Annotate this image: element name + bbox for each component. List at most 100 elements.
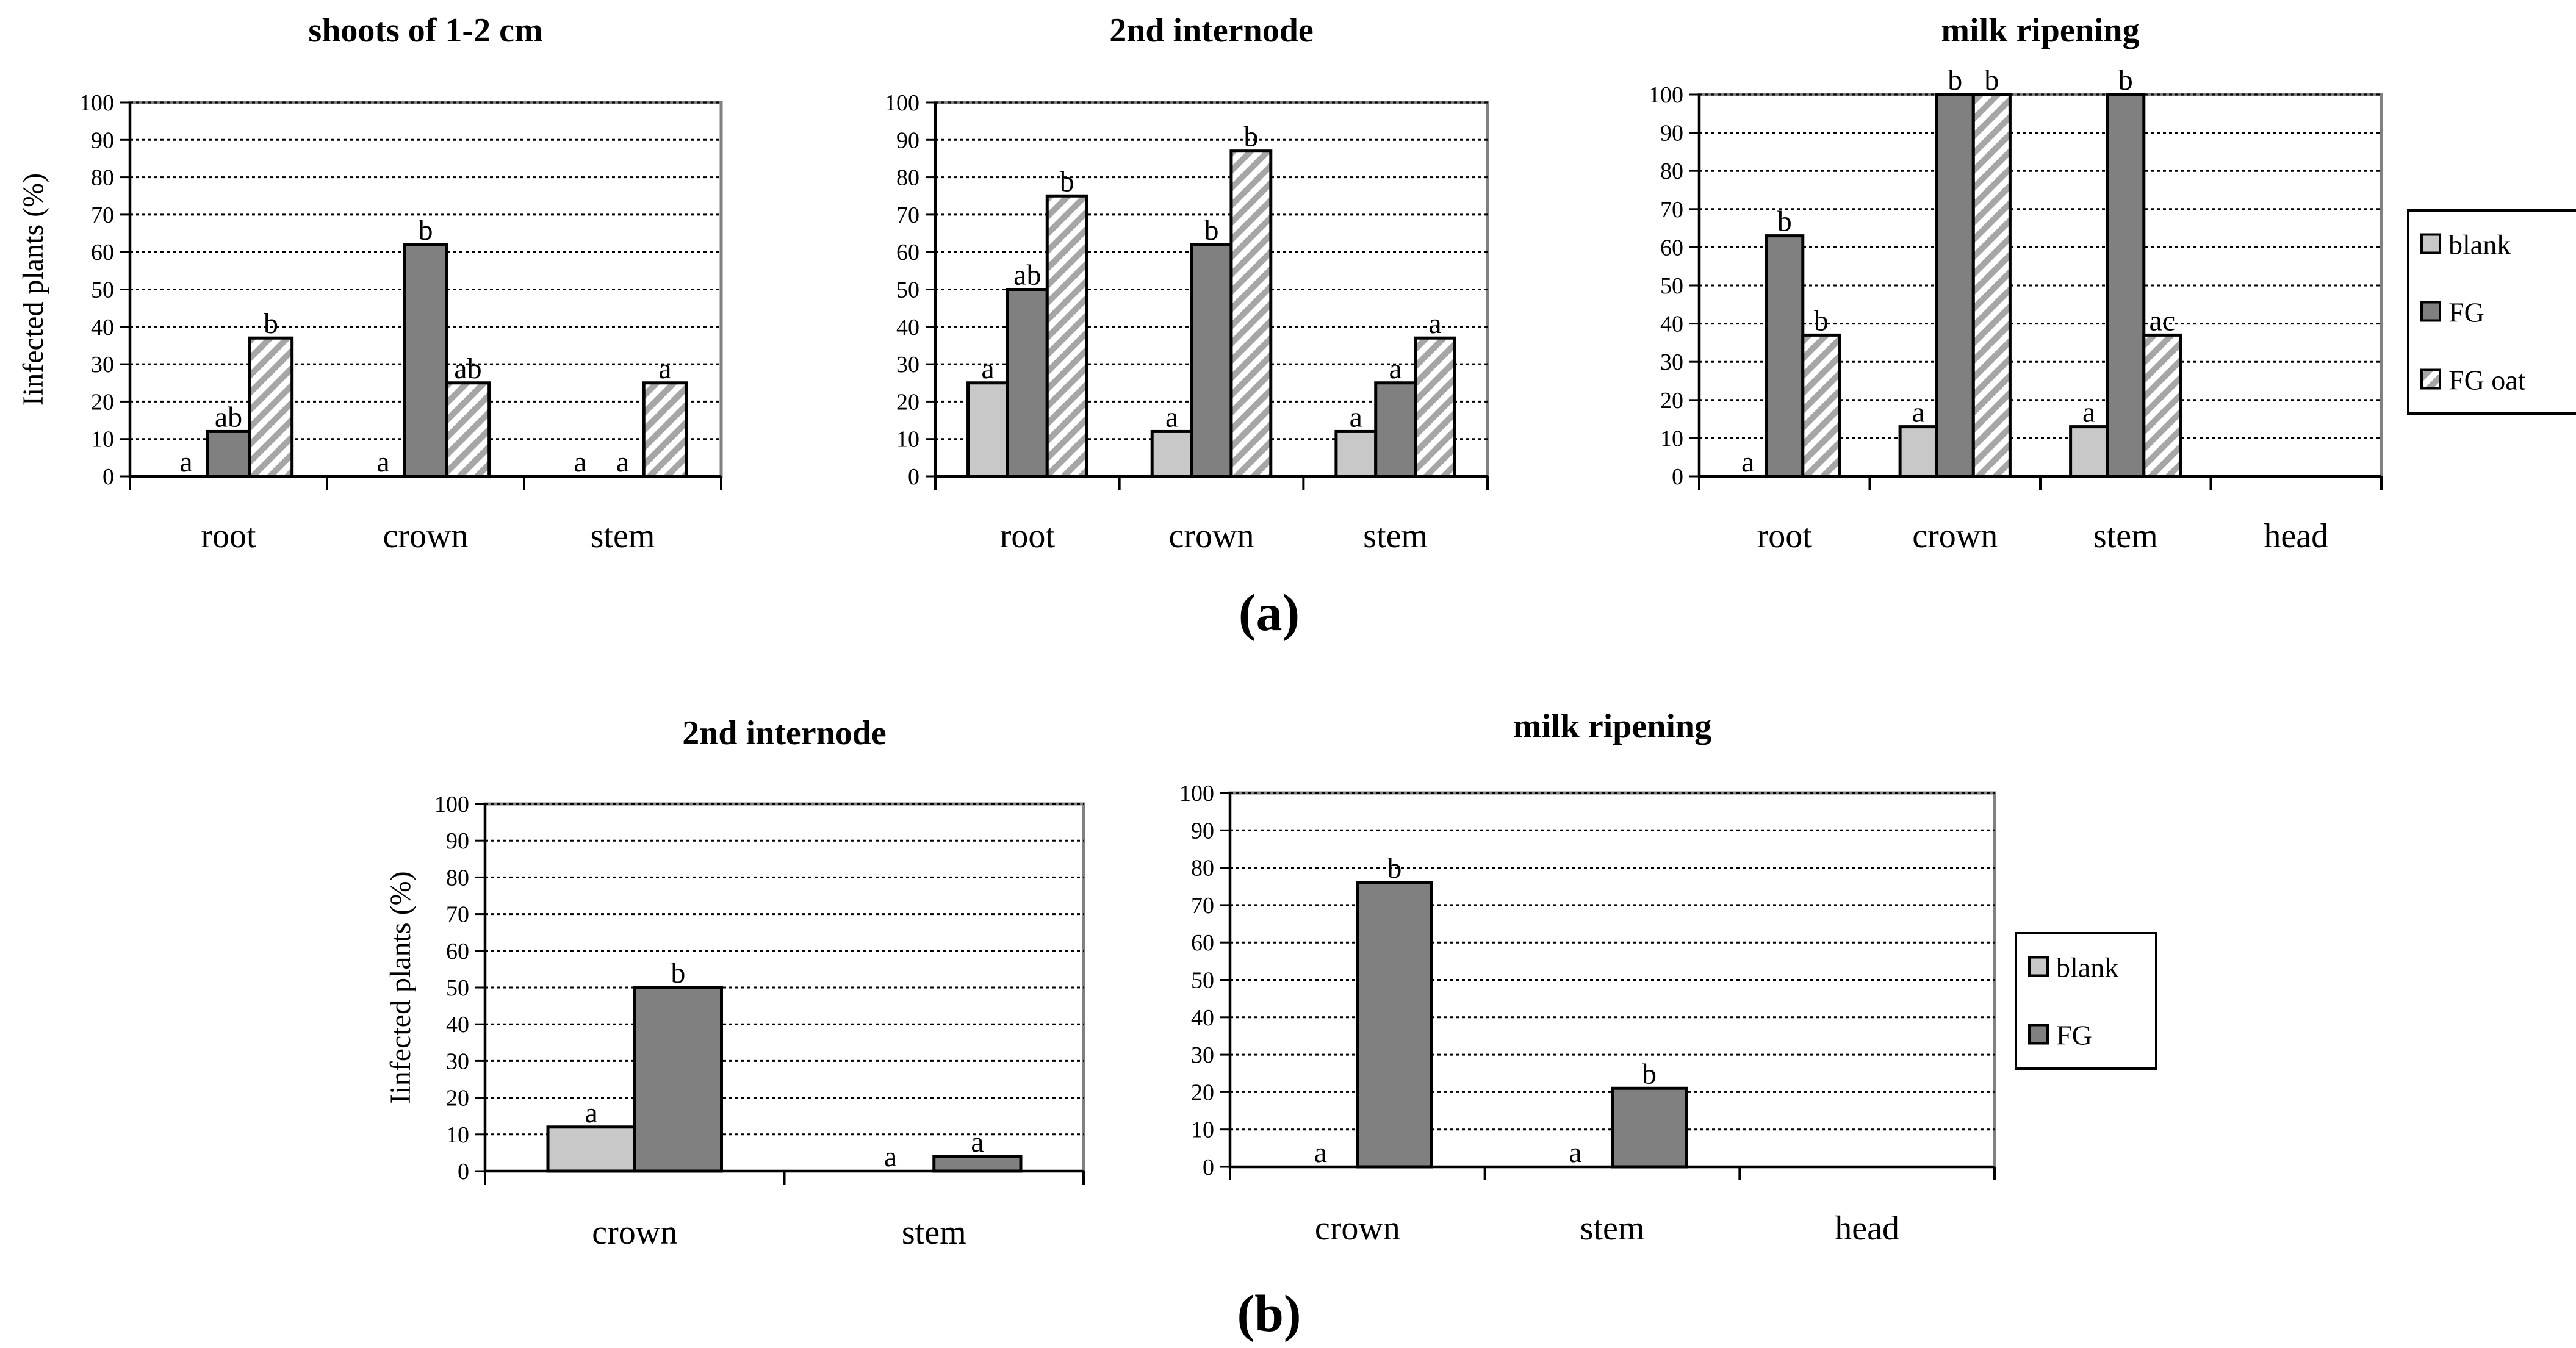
y-tick-label: 10 [1660, 426, 1683, 451]
y-tick-label: 50 [91, 278, 114, 303]
significance-label: b [1243, 121, 1258, 153]
bar-fg-stem [1611, 1086, 1688, 1169]
y-tick-label: 40 [446, 1012, 469, 1038]
y-tick-label: 20 [91, 389, 114, 415]
legend: blank FG FG oat [2407, 209, 2576, 415]
panel-label-a: (a) [1239, 583, 1300, 642]
y-tick-label: 80 [896, 165, 919, 191]
category-label-stem: stem [1363, 517, 1428, 555]
y-tick-label: 20 [1660, 388, 1683, 414]
legend-box [2015, 932, 2157, 1070]
y-tick-label: 100 [1179, 781, 1214, 806]
legend-label: FG [2056, 1020, 2092, 1051]
bar-fg-crown [403, 243, 448, 478]
y-tick-label: 40 [91, 315, 114, 340]
y-tick-label: 40 [1191, 1005, 1214, 1031]
significance-label: a [971, 1126, 984, 1158]
y-tick-label: 50 [1660, 273, 1683, 299]
category-label-crown: crown [383, 517, 469, 555]
y-tick-label: 60 [1660, 235, 1683, 260]
legend-label: FG [2448, 297, 2484, 328]
significance-label: ab [1013, 259, 1041, 292]
significance-label: b [1948, 64, 1962, 96]
significance-label: a [585, 1097, 597, 1129]
bar-fg-root [1765, 234, 1805, 478]
significance-label: b [2118, 64, 2133, 96]
y-axis-label: Iinfected plants (%) [384, 871, 417, 1103]
bar-fg-stem [932, 1155, 1023, 1173]
chart-b1: 0 10 20 30 40 50 60 70 80 90 100 crown a b stem a a 2nd i… [384, 714, 1085, 1252]
y-tick-label: 0 [1672, 464, 1683, 490]
y-tick-label: 70 [446, 902, 469, 928]
significance-label: a [1569, 1136, 1581, 1169]
y-tick-label: 20 [1191, 1080, 1214, 1105]
category-label-crown: crown [1912, 517, 1998, 555]
legend-swatch-fg-oat [2420, 368, 2441, 390]
significance-label: b [1984, 64, 1999, 96]
bar-fg-oat-root [248, 336, 294, 478]
category-label-root: root [201, 517, 256, 555]
y-tick-label: 50 [1191, 968, 1214, 994]
significance-label: b [1204, 214, 1219, 246]
bar-blank-stem [2069, 425, 2109, 478]
bar-fg-oat-crown [445, 381, 491, 478]
significance-label: a [1741, 446, 1754, 478]
legend: blank FG [2015, 932, 2157, 1070]
significance-label: a [179, 446, 192, 478]
y-tick-label: 90 [91, 127, 114, 153]
category-label-stem: stem [591, 517, 655, 555]
category-label-crown: crown [1169, 517, 1254, 555]
bar-fg-oat-root [1801, 333, 1841, 478]
chart-a1: 0102030405060708090100rootaabbcrownababs… [17, 12, 723, 555]
legend-label: FG oat [2448, 365, 2526, 396]
y-tick-label: 30 [1660, 350, 1683, 375]
y-tick-label: 60 [896, 240, 919, 265]
bar-fg-crown [633, 986, 723, 1173]
bar-fg-stem [2106, 93, 2146, 478]
y-tick-label: 40 [896, 315, 919, 340]
y-tick-label: 100 [1649, 82, 1683, 108]
chart-b2: 0 10 20 30 40 50 60 70 80 90 100 crown a b stem a b head m… [1179, 708, 2157, 1247]
significance-label: a [1350, 401, 1362, 433]
bar-fg-root [1006, 288, 1049, 478]
category-label-crown: crown [1315, 1210, 1400, 1247]
chart-title: shoots of 1-2 cm [308, 12, 542, 49]
y-tick-label: 40 [1660, 312, 1683, 337]
chart-title: 2nd internode [1109, 12, 1314, 49]
significance-label: a [1165, 401, 1178, 433]
y-tick-label: 80 [1191, 856, 1214, 881]
category-label-root: root [1000, 517, 1056, 555]
significance-label: b [1777, 206, 1792, 238]
bar-fg-oat-root [1045, 194, 1088, 478]
significance-label: b [671, 957, 685, 989]
y-tick-label: 30 [91, 352, 114, 378]
y-tick-label: 50 [446, 975, 469, 1001]
significance-label: ab [215, 401, 242, 433]
bar-blank-crown [546, 1125, 636, 1173]
y-tick-label: 80 [91, 165, 114, 191]
significance-label: a [376, 446, 389, 478]
category-label-crown: crown [592, 1214, 677, 1252]
y-tick-label: 50 [896, 278, 919, 303]
y-tick-label: 90 [446, 828, 469, 854]
bar-fg-stem [1374, 381, 1417, 478]
significance-label: a [616, 446, 629, 478]
legend-swatch-blank [2028, 956, 2049, 977]
significance-label: b [1642, 1058, 1657, 1090]
legend-label: blank [2056, 952, 2118, 983]
y-tick-label: 100 [434, 792, 469, 817]
y-tick-label: 90 [1660, 121, 1683, 146]
y-tick-label: 10 [91, 427, 114, 453]
significance-label: b [1060, 165, 1074, 198]
y-tick-label: 30 [896, 352, 919, 378]
chart-title: 2nd internode [682, 714, 887, 752]
significance-label: a [1428, 307, 1441, 340]
bar-blank-crown [1150, 429, 1193, 478]
y-tick-label: 0 [908, 464, 919, 490]
y-tick-label: 90 [1191, 818, 1214, 844]
y-tick-label: 90 [896, 127, 919, 153]
bar-blank-crown [1898, 425, 1938, 478]
y-axis-label: Iinfected plants (%) [17, 173, 49, 406]
